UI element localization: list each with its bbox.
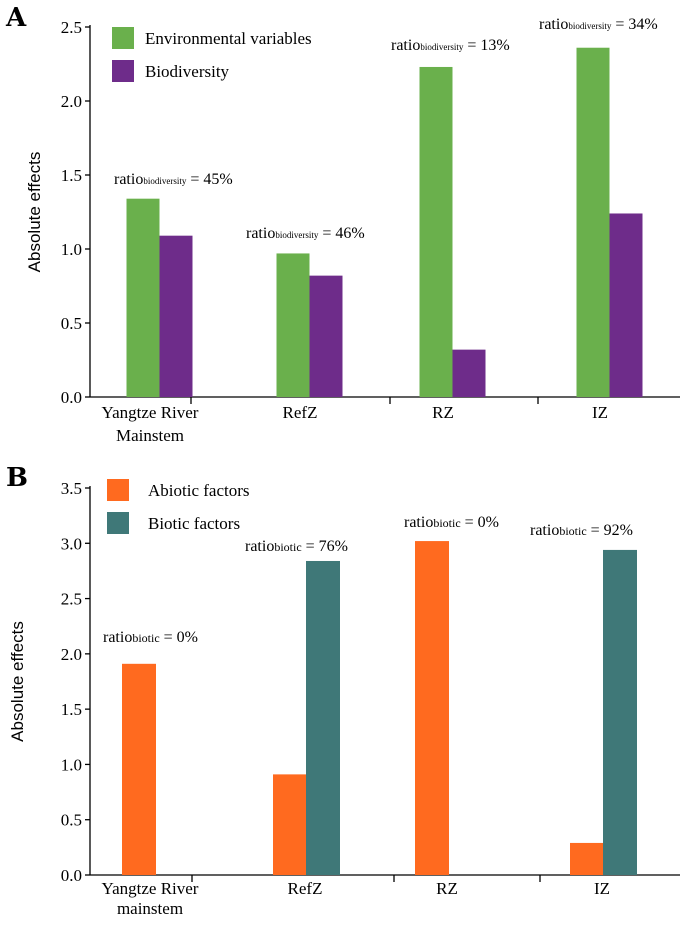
legend-swatch [107, 479, 129, 501]
y-tick-label: 3.0 [61, 534, 82, 553]
y-tick-label: 0.0 [61, 388, 82, 407]
panel-label: B [6, 463, 28, 493]
ratio-main: ratio [114, 171, 143, 188]
ratio-main: ratio [391, 37, 420, 54]
legend-label: Environmental variables [145, 29, 312, 48]
ratio-annotation: ratiobiotic = 0% [404, 514, 499, 531]
ratio-value: = 34% [611, 16, 657, 33]
legend-label: Biodiversity [145, 62, 230, 81]
legend-swatch [107, 512, 129, 534]
y-tick-label: 0.5 [61, 811, 82, 830]
ratio-main: ratio [530, 522, 559, 539]
ratio-value: = 46% [318, 225, 364, 242]
ratio-subscript: biodiversity [143, 176, 186, 186]
bar-abiotic-factors-0 [122, 663, 156, 875]
legend-swatch [112, 27, 134, 49]
y-tick-label: 1.0 [61, 755, 82, 774]
ratio-subscript: biotic [433, 516, 460, 530]
ratio-value: = 76% [302, 538, 348, 555]
bar-abiotic-factors-2 [415, 541, 449, 875]
ratio-annotation: ratiobiodiversity = 34% [539, 16, 658, 33]
bar-environmental-variables-0 [126, 198, 160, 397]
ratio-subscript: biotic [559, 524, 586, 538]
x-category-label: RefZ [283, 403, 318, 422]
x-category-label: RZ [432, 403, 454, 422]
ratio-value: = 45% [186, 171, 232, 188]
ratio-value: = 0% [461, 514, 499, 531]
x-category-label: RZ [436, 879, 458, 898]
ratio-main: ratio [246, 225, 275, 242]
legend-label: Abiotic factors [148, 481, 250, 500]
ratio-main: ratio [245, 538, 274, 555]
x-category-label: Yangtze River [102, 879, 199, 898]
bar-abiotic-factors-1 [273, 774, 307, 875]
ratio-annotation: ratiobiodiversity = 46% [246, 225, 365, 242]
bar-environmental-variables-1 [276, 253, 310, 397]
ratio-main: ratio [103, 629, 132, 646]
bar-biodiversity-2 [452, 349, 486, 397]
x-category-label: RefZ [288, 879, 323, 898]
ratio-annotation: ratiobiotic = 92% [530, 522, 633, 539]
ratio-value: = 92% [587, 522, 633, 539]
ratio-annotation: ratiobiotic = 76% [245, 538, 348, 555]
ratio-annotation: ratiobiotic = 0% [103, 629, 198, 646]
ratio-subscript: biotic [132, 631, 159, 645]
panel-label: A [5, 3, 27, 33]
ratio-subscript: biodiversity [568, 21, 611, 31]
y-tick-label: 2.5 [61, 590, 82, 609]
bar-biotic-factors-1 [306, 560, 340, 875]
ratio-main: ratio [404, 514, 433, 531]
y-tick-label: 0.5 [61, 314, 82, 333]
ratio-annotation: ratiobiodiversity = 13% [391, 37, 510, 54]
legend-label: Biotic factors [148, 514, 240, 533]
ratio-annotation: ratiobiodiversity = 45% [114, 171, 233, 188]
ratio-main: ratio [539, 16, 568, 33]
y-axis-label: Absolute effects [8, 621, 27, 742]
y-tick-label: 1.5 [61, 700, 82, 719]
y-tick-label: 2.0 [61, 92, 82, 111]
x-category-label: Yangtze River [102, 403, 199, 422]
ratio-subscript: biodiversity [275, 230, 318, 240]
bar-abiotic-factors-3 [570, 842, 604, 875]
y-axis-label: Absolute effects [25, 152, 44, 273]
legend-swatch [112, 60, 134, 82]
x-category-label: mainstem [117, 899, 183, 918]
y-tick-label: 1.0 [61, 240, 82, 259]
chart-panel-a: A 0.0 0.5 1.0 1.5 2.0 2.5 Absolute effects Yangt… [5, 3, 680, 445]
bar-biodiversity-1 [309, 275, 343, 397]
ratio-value: = 13% [463, 37, 509, 54]
x-category-label: IZ [592, 403, 608, 422]
bar-environmental-variables-3 [576, 47, 610, 397]
bar-biodiversity-3 [609, 213, 643, 397]
y-tick-label: 2.5 [61, 18, 82, 37]
ratio-subscript: biotic [274, 540, 301, 554]
bar-biodiversity-0 [159, 235, 193, 397]
ratio-value: = 0% [160, 629, 198, 646]
bar-biotic-factors-3 [603, 549, 637, 875]
x-category-label: IZ [594, 879, 610, 898]
ratio-subscript: biodiversity [420, 42, 463, 52]
y-tick-label: 0.0 [61, 866, 82, 885]
chart-panel-b: B 0.0 0.5 1.0 1.5 2.0 2.5 3.0 3.5 Absolute effect… [6, 463, 680, 918]
bar-environmental-variables-2 [419, 66, 453, 398]
x-category-label: Mainstem [116, 426, 184, 445]
y-tick-label: 1.5 [61, 166, 82, 185]
y-tick-label: 2.0 [61, 645, 82, 664]
y-tick-label: 3.5 [61, 479, 82, 498]
